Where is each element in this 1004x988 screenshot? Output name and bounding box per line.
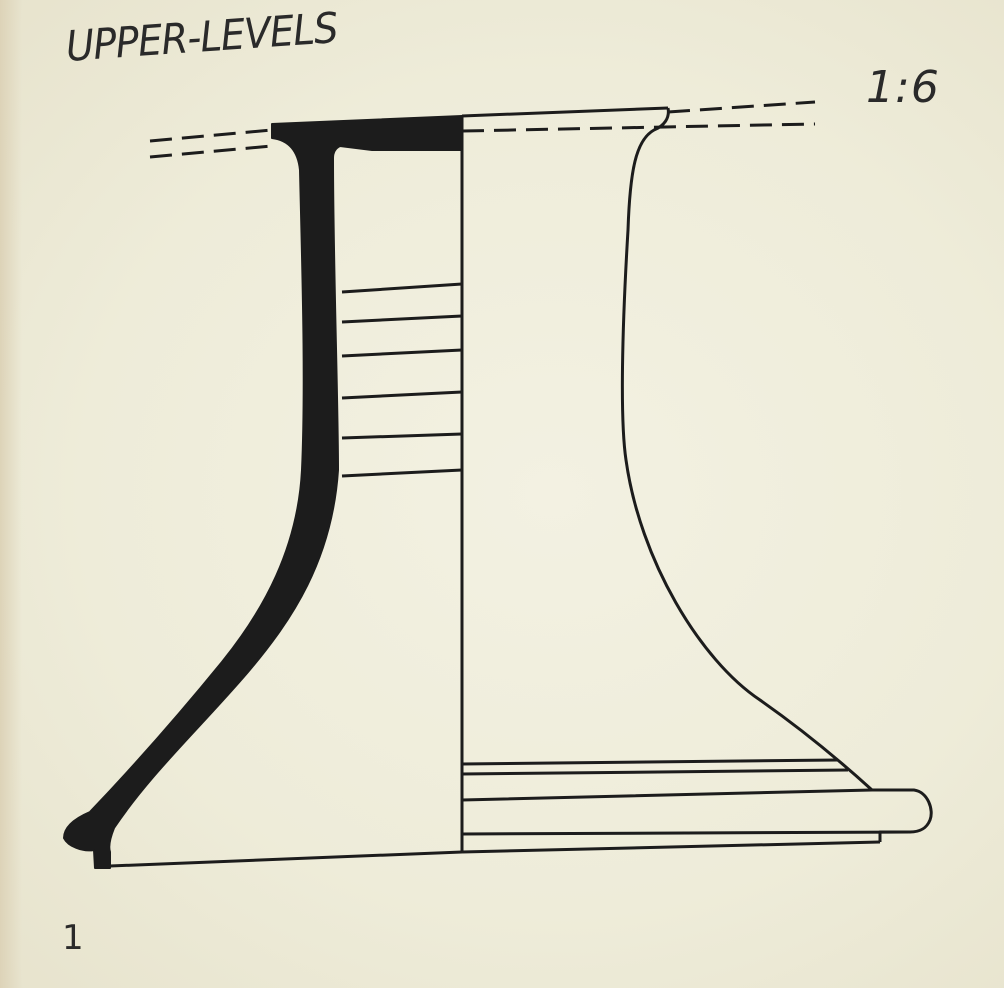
groove-line xyxy=(341,282,463,294)
page-edge-shadow xyxy=(0,0,22,988)
foot-band-line xyxy=(461,758,839,766)
exterior-view xyxy=(461,106,933,854)
scale-label: 1:6 xyxy=(866,62,940,113)
groove-line xyxy=(341,390,463,400)
rim-dash-left-lower xyxy=(149,144,273,159)
base-line-right xyxy=(461,840,881,854)
foot-band-line xyxy=(461,830,911,836)
figure-number: 1 xyxy=(62,918,84,958)
foot-rim xyxy=(461,788,933,842)
rim-dash-right-upper xyxy=(667,100,816,114)
exterior-outline xyxy=(620,107,874,792)
foot-band-line xyxy=(461,768,849,776)
rim-dash-left-upper xyxy=(149,128,273,143)
vessel-section-wall xyxy=(63,115,463,869)
interior-grooves xyxy=(341,282,463,478)
groove-line xyxy=(341,314,463,324)
groove-line xyxy=(341,468,463,478)
groove-line xyxy=(341,432,463,440)
rim-top-line xyxy=(461,106,669,118)
groove-line xyxy=(341,348,463,358)
base-line-left xyxy=(109,850,463,868)
rim-extension-lines xyxy=(149,100,816,159)
rim-dash-right-lower xyxy=(461,122,816,133)
